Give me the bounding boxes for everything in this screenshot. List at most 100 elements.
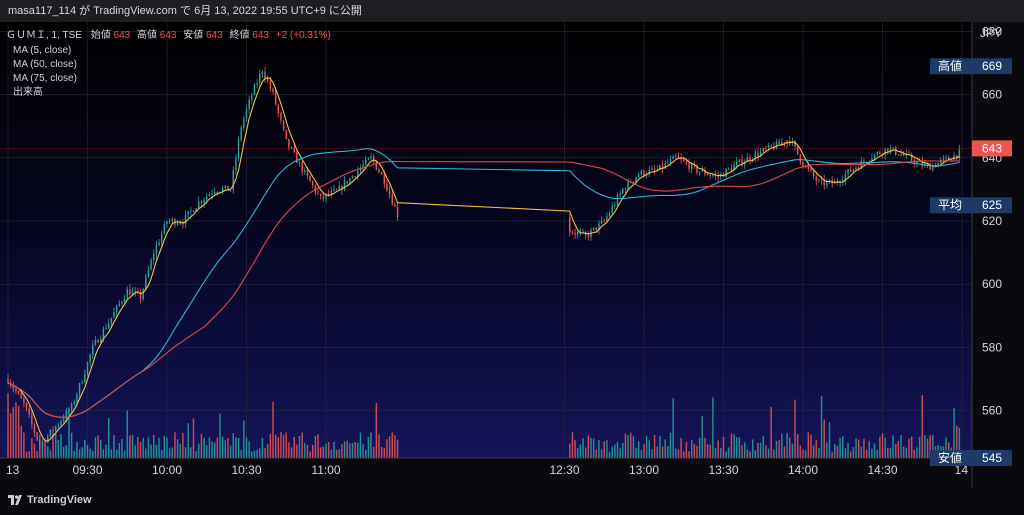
- candle-body: [171, 219, 174, 221]
- candle-body: [359, 167, 362, 171]
- candle-body: [110, 317, 113, 324]
- candle-body: [245, 109, 248, 119]
- volume-bar: [908, 438, 910, 458]
- candle-body: [285, 129, 287, 139]
- candle-body: [306, 170, 309, 176]
- candle-body: [627, 181, 629, 190]
- volume-bar: [701, 416, 704, 458]
- volume-bar: [685, 442, 688, 458]
- volume-bar: [54, 433, 57, 458]
- volume-bar: [706, 444, 709, 458]
- svg-text:ＧＵＭＩ, 1, TSE 始値 64: ＧＵＭＩ, 1, TSE 始値 643 高値 643 安値 643 終値 643…: [6, 28, 331, 41]
- candle-body: [224, 185, 227, 189]
- volume-bar: [778, 439, 780, 458]
- volume-bar: [70, 432, 73, 458]
- candle-body: [317, 192, 319, 194]
- candle-body: [810, 168, 812, 171]
- volume-bar: [913, 449, 916, 458]
- volume-bar: [656, 446, 658, 458]
- volume-bar: [129, 435, 131, 458]
- candle-body: [240, 127, 242, 140]
- candle-body: [62, 418, 65, 422]
- candle-body: [343, 181, 346, 190]
- volume-bar: [709, 444, 711, 458]
- volume-bar: [844, 448, 847, 458]
- time-axis-background: [0, 458, 972, 488]
- volume-bar: [121, 439, 123, 458]
- volume-bar: [7, 393, 9, 458]
- candle-body: [203, 199, 205, 203]
- volume-bar: [921, 395, 923, 458]
- volume-bar: [86, 444, 89, 458]
- volume-bar: [614, 444, 616, 458]
- candle-body: [632, 181, 635, 183]
- candle-body: [849, 169, 852, 172]
- candle-body: [227, 185, 229, 191]
- volume-bar: [884, 437, 886, 458]
- candle-body: [812, 170, 815, 177]
- volume-bar: [134, 445, 136, 458]
- candle-body: [123, 298, 126, 302]
- volume-bar: [293, 437, 295, 458]
- candle-body: [844, 174, 847, 181]
- volume-bar: [839, 437, 841, 458]
- candle-body: [391, 194, 393, 205]
- candle-body: [937, 162, 939, 167]
- time-tick-label: 13:00: [629, 463, 659, 477]
- volume-bar: [365, 449, 367, 458]
- tradingview-logo[interactable]: TradingView: [8, 494, 92, 506]
- volume-bar: [200, 433, 203, 458]
- candle-body: [150, 259, 152, 270]
- volume-bar: [57, 439, 60, 458]
- volume-bar: [640, 450, 643, 458]
- volume-bar: [865, 449, 868, 458]
- volume-bar: [608, 451, 611, 458]
- candle-body: [86, 362, 89, 375]
- candle-body: [690, 163, 693, 170]
- candle-body: [884, 148, 886, 155]
- candle-body: [799, 154, 802, 163]
- candle-body: [619, 193, 621, 196]
- legend-low-label: 安値: [183, 28, 203, 41]
- candle-body: [587, 235, 590, 238]
- volume-bar: [261, 438, 264, 458]
- candle-body: [667, 163, 669, 164]
- candle-body: [828, 180, 831, 182]
- volume-bar: [357, 442, 359, 458]
- volume-bar: [569, 443, 571, 458]
- candle-body: [706, 174, 709, 176]
- volume-bar: [852, 447, 855, 458]
- volume-bar: [873, 443, 876, 458]
- price-tick-label: 620: [982, 214, 1002, 228]
- candle-body: [131, 291, 134, 295]
- volume-bar: [794, 399, 796, 458]
- volume-bar: [195, 451, 197, 458]
- candle-body: [661, 164, 664, 169]
- time-tick-label: 10:00: [152, 463, 182, 477]
- candle-body: [672, 156, 674, 160]
- candle-body: [637, 174, 640, 178]
- candle-body: [823, 179, 825, 186]
- low-tag-label: 安値: [938, 450, 962, 465]
- candle-body: [749, 157, 751, 161]
- volume-bar: [235, 437, 237, 458]
- volume-bar: [648, 440, 651, 458]
- candle-body: [370, 156, 372, 159]
- candle-body: [926, 164, 929, 166]
- time-tick-label: 14:30: [867, 463, 897, 477]
- avg-tag-value: 625: [982, 198, 1002, 212]
- volume-bar: [672, 398, 674, 458]
- candle-body: [54, 426, 57, 431]
- candle-body: [902, 154, 905, 156]
- volume-bar: [190, 447, 192, 458]
- candle-body: [327, 193, 330, 195]
- volume-bar: [796, 434, 799, 458]
- candle-body: [709, 175, 711, 176]
- volume-bar: [17, 405, 20, 458]
- volume-bar: [932, 434, 934, 458]
- volume-bar: [900, 435, 902, 458]
- candle-body: [759, 151, 762, 157]
- candle-body: [139, 292, 142, 299]
- volume-bar: [312, 444, 314, 458]
